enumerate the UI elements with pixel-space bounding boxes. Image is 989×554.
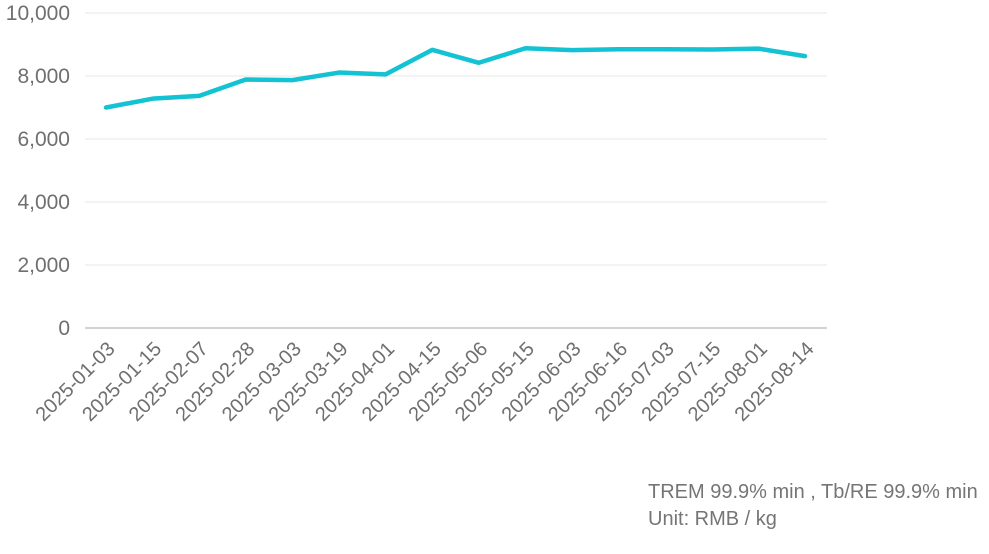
y-axis-tick-label: 6,000 <box>17 128 70 151</box>
y-axis-tick-label: 8,000 <box>17 65 70 88</box>
y-axis-tick-label: 2,000 <box>17 254 70 277</box>
chart-note: TREM 99.9% min , Tb/RE 99.9% min Unit: R… <box>648 479 978 533</box>
y-axis-tick-label: 10,000 <box>6 2 70 25</box>
y-axis-tick-label: 4,000 <box>17 191 70 214</box>
y-axis-tick-label: 0 <box>58 317 70 340</box>
spec-note: TREM 99.9% min , Tb/RE 99.9% min <box>648 481 978 503</box>
unit-note: Unit: RMB / kg <box>648 508 777 530</box>
price-series-line <box>103 46 808 110</box>
